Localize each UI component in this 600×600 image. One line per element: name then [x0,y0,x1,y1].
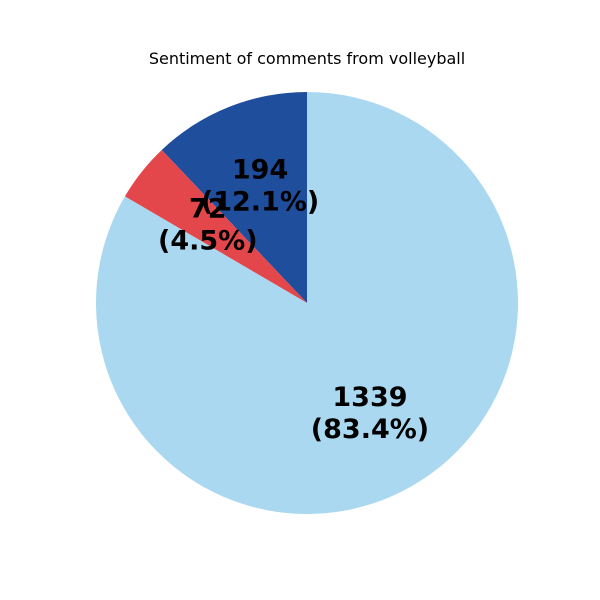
slice-label-2: 1339 (83.4%) [311,382,429,445]
chart-title: Sentiment of comments from volleyball [149,49,465,68]
slice-label-line: (4.5%) [158,225,258,256]
slice-label-line: 72 [189,193,227,224]
slice-label-1: 72 (4.5%) [158,193,258,256]
pie-slices [95,92,518,514]
slice-label-line: 1339 [332,382,407,413]
slice-label-0: 194 (12.1%) [201,154,319,217]
slice-label-line: 194 [232,154,288,185]
pie-slice-1 [124,149,307,303]
pie-slice-0 [161,92,307,303]
pie-slice-2 [95,92,518,514]
slice-label-line: (83.4%) [311,414,429,445]
slice-label-line: (12.1%) [201,186,319,217]
pie-labels: 194 (12.1%)72 (4.5%) 1339 (83.4%) [158,154,429,444]
